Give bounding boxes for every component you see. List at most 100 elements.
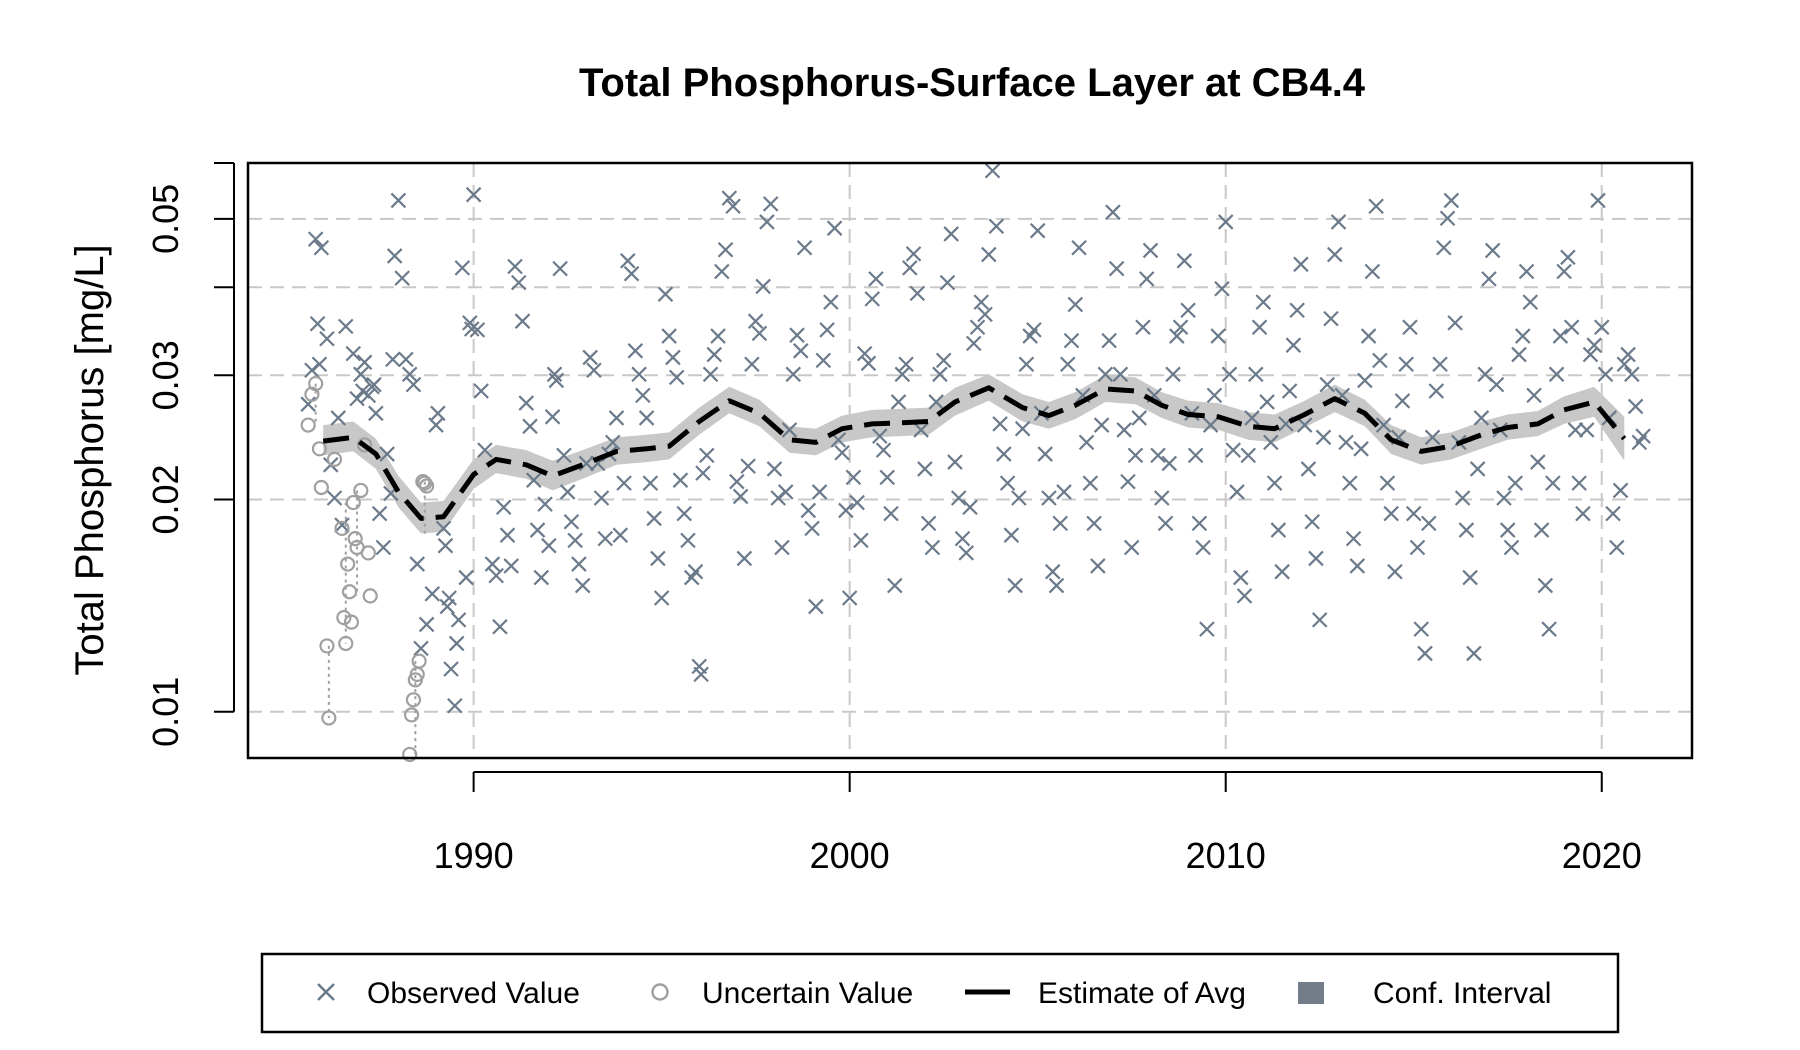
observed-point-80 [578, 455, 595, 472]
estimate-line [322, 385, 1627, 521]
observed-point-229 [1135, 319, 1151, 335]
observed-point-87 [604, 434, 621, 451]
observed-point-331 [1518, 263, 1535, 280]
observed-point-298 [1394, 393, 1411, 409]
observed-point-239 [1172, 319, 1189, 335]
observed-point-125 [744, 356, 760, 373]
observed-point-115 [706, 346, 723, 363]
observed-point-166 [898, 356, 914, 373]
observed-point-147 [826, 220, 843, 236]
observed-point-176 [935, 352, 952, 369]
legend-item-estimate: Estimate of Avg [965, 977, 1246, 1010]
observed-point-279 [1323, 310, 1339, 327]
observed-point-318 [1469, 461, 1486, 477]
observed-point-245 [1195, 539, 1211, 556]
observed-value-points [300, 162, 1651, 714]
observed-point-308 [1432, 356, 1448, 373]
observed-point-122 [732, 488, 749, 505]
observed-point-106 [676, 505, 692, 522]
uncertain-point-13 [343, 614, 360, 630]
observed-point-54 [484, 556, 501, 572]
observed-point-343 [1563, 319, 1580, 335]
observed-point-81 [582, 349, 598, 366]
uncertain-point-23 [405, 692, 422, 708]
observed-point-10 [334, 517, 350, 533]
observed-point-201 [1029, 222, 1046, 239]
observed-point-197 [1014, 420, 1031, 437]
observed-point-186 [973, 294, 990, 310]
observed-point-5 [313, 239, 330, 256]
observed-point-209 [1059, 356, 1076, 373]
observed-point-280 [1326, 246, 1343, 263]
observed-point-25 [384, 351, 401, 368]
observed-point-261 [1255, 294, 1272, 310]
observed-point-116 [710, 328, 726, 344]
observed-point-159 [871, 428, 888, 444]
observed-point-142 [808, 598, 824, 615]
observed-point-90 [616, 475, 632, 491]
y-tick-label-4: 0.05 [145, 184, 186, 254]
observed-point-205 [1044, 563, 1061, 580]
observed-point-134 [777, 484, 794, 500]
legend-uncertain-marker [651, 983, 669, 1001]
observed-point-335 [1533, 522, 1550, 538]
observed-point-138 [793, 343, 809, 359]
observed-point-59 [503, 558, 520, 574]
observed-point-104 [668, 369, 685, 386]
observed-point-19 [366, 376, 382, 393]
observed-point-252 [1221, 366, 1238, 383]
observed-point-193 [999, 475, 1016, 491]
observed-point-9 [330, 410, 347, 426]
observed-point-79 [574, 577, 591, 594]
observed-point-157 [864, 291, 881, 307]
observed-point-362 [1635, 428, 1651, 444]
legend-item-uncertain: Uncertain Value [651, 977, 913, 1010]
observed-point-231 [1142, 242, 1159, 259]
observed-point-296 [1387, 563, 1403, 580]
observed-point-277 [1315, 429, 1332, 446]
uncertain-point-2 [308, 375, 324, 392]
observed-point-312 [1447, 315, 1463, 331]
observed-point-301 [1405, 505, 1422, 522]
observed-point-325 [1496, 490, 1512, 506]
observed-point-215 [1082, 475, 1099, 491]
observed-point-94 [631, 366, 647, 383]
observed-point-8 [326, 490, 343, 506]
observed-point-268 [1281, 383, 1298, 399]
legend-conf-interval-marker [1298, 982, 1324, 1004]
uncertain-point-7 [326, 451, 343, 467]
observed-point-178 [943, 226, 959, 242]
observed-point-317 [1466, 645, 1482, 662]
observed-point-107 [680, 532, 696, 549]
observed-point-144 [815, 352, 832, 369]
observed-point-274 [1304, 513, 1320, 530]
observed-point-345 [1571, 475, 1587, 491]
y-tick-label-1: 0.02 [145, 464, 186, 534]
observed-point-207 [1052, 515, 1069, 532]
observed-point-195 [1007, 577, 1023, 594]
observed-point-212 [1071, 239, 1087, 256]
observed-point-203 [1037, 446, 1053, 462]
observed-point-97 [642, 475, 659, 491]
observed-point-119 [721, 190, 738, 206]
observed-point-206 [1048, 577, 1065, 594]
observed-point-51 [469, 322, 486, 338]
observed-point-137 [789, 327, 805, 343]
observed-point-34 [418, 616, 435, 633]
observed-point-292 [1372, 352, 1388, 369]
chart-title: Total Phosphorus-Surface Layer at CB4.4 [579, 61, 1366, 105]
observed-point-264 [1266, 475, 1283, 491]
observed-point-117 [714, 263, 730, 280]
observed-point-339 [1548, 366, 1565, 383]
observed-point-141 [804, 520, 820, 537]
observed-point-17 [360, 387, 377, 404]
observed-point-340 [1552, 328, 1569, 344]
observed-point-354 [1605, 505, 1621, 522]
uncertain-point-6 [321, 710, 337, 726]
observed-point-220 [1101, 332, 1117, 349]
observed-point-347 [1578, 422, 1595, 438]
observed-point-360 [1627, 398, 1644, 415]
observed-point-314 [1454, 490, 1471, 506]
observed-point-211 [1067, 296, 1084, 313]
observed-point-241 [1180, 302, 1196, 319]
